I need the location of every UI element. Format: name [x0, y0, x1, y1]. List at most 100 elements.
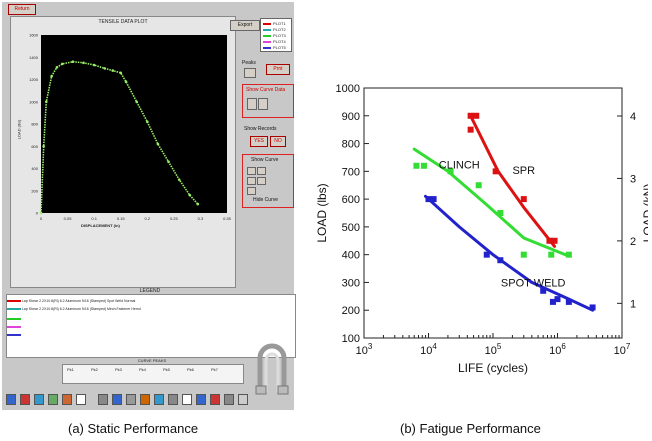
y-tick-label: 1200: [29, 77, 39, 82]
toolbar-icon[interactable]: [34, 394, 44, 405]
y-right-tick-label: 4: [630, 111, 636, 123]
x-tick-label: 0.2: [145, 216, 151, 221]
data-point: [565, 298, 572, 305]
data-point: [546, 237, 553, 244]
show-curve-label: Show Curve: [251, 157, 279, 163]
y-tick-label: 400: [31, 166, 38, 171]
plot-legend-label: PLOT2: [273, 27, 286, 32]
data-point: [467, 126, 474, 133]
show-curve-data-label: Show Curve Data: [246, 87, 286, 93]
toolbar-icon[interactable]: [20, 394, 30, 405]
y-tick-label: 1000: [336, 83, 360, 95]
y-tick-label: 200: [31, 188, 38, 193]
data-point: [413, 162, 420, 169]
toolbar-icon[interactable]: [126, 394, 136, 405]
peak-column-header: Pk4: [139, 367, 146, 372]
toolbar-icon[interactable]: [182, 394, 192, 405]
y-tick-label: 400: [342, 250, 360, 262]
peaks-toggle[interactable]: [244, 68, 256, 78]
toolbar-icon[interactable]: [196, 394, 206, 405]
legend-heading: LEGEND: [139, 288, 161, 294]
show-curve-box: Show Curve Hide Curve: [242, 154, 294, 208]
y-right-axis-label: LOAD (kN): [641, 184, 648, 243]
toolbar-icon[interactable]: [112, 394, 122, 405]
x-tick-label: 0.35: [223, 216, 232, 221]
toolbar-icon[interactable]: [210, 394, 220, 405]
curve-toggle-1[interactable]: [247, 167, 256, 175]
peaks-print-button[interactable]: Prnt: [266, 64, 290, 75]
toolbar-icon[interactable]: [6, 394, 16, 405]
tensile-plot-frame: TENSILE DATA PLOT 0 200 400 600 800 1000 1200 1…: [10, 16, 236, 288]
peak-column-header: Pk6: [187, 367, 194, 372]
data-point: [551, 237, 558, 244]
curve-data-prev-button[interactable]: [247, 98, 257, 110]
plot-legend-label: PLOT3: [273, 33, 286, 38]
data-point: [520, 251, 527, 258]
curve-toggle-5[interactable]: [247, 187, 256, 195]
toolbar-icon[interactable]: [224, 394, 234, 405]
toolbar-icon[interactable]: [62, 394, 72, 405]
legend-row-text: Lap Shear 2.2X10.8(Rl) 6.2 Aluminum 5/16…: [21, 307, 141, 311]
show-records-label: Show Records: [244, 126, 277, 132]
fit-curve-clinch: [412, 147, 571, 258]
y-right-tick-label: 1: [630, 298, 636, 310]
plot-legend-label: PLOT4: [273, 39, 286, 44]
toolbar-icon[interactable]: [140, 394, 150, 405]
x-tick-label: 0.1: [91, 216, 97, 221]
legend-swatch: [7, 308, 21, 311]
y-axis-label: LOAD (lbs): [315, 183, 329, 242]
data-point: [497, 257, 504, 264]
plot-frame: [363, 87, 623, 339]
x-axis-label: LIFE (cycles): [458, 361, 528, 375]
x-tick-label: 0.15: [117, 216, 126, 221]
legend-row[interactable]: Lap Shear 2.2X10.8(Rl) 6.2 Aluminum 5/16…: [7, 299, 295, 305]
magnet-icon: [255, 343, 289, 395]
plot-legend-entry: PLOT4: [263, 39, 286, 44]
legend-table: Lap Shear 2.2X10.8(Rl) 6.2 Aluminum 5/16…: [6, 294, 296, 358]
plot-legend-box: PLOT1 PLOT2 PLOT3 PLOT4 PLOT5: [260, 18, 292, 52]
curve-peaks-table: Pk1 Pk2 Pk3 Pk4 Pk5 Pk6 Pk7: [62, 364, 244, 384]
curve-toggle-4[interactable]: [257, 177, 266, 185]
plot-legend-label: PLOT1: [273, 21, 286, 26]
data-point: [520, 196, 527, 203]
y-tick-label: 900: [342, 111, 360, 123]
data-point: [447, 168, 454, 175]
data-point: [467, 112, 474, 119]
x-tick-label: 0: [40, 216, 43, 221]
x-tick-label: 104: [420, 342, 437, 357]
y-tick-label: 500: [342, 222, 360, 234]
curve-toggle-2[interactable]: [257, 167, 266, 175]
yes-button[interactable]: YES: [250, 136, 268, 147]
x-tick-label: 103: [356, 342, 373, 357]
toolbar-icon[interactable]: [48, 394, 58, 405]
x-tick-label: 0.05: [64, 216, 73, 221]
peak-column-header: Pk3: [115, 367, 122, 372]
plot-legend-entry: PLOT5: [263, 45, 286, 50]
plot-legend-entry: PLOT1: [263, 21, 286, 26]
no-button[interactable]: NO: [270, 136, 286, 147]
tensile-chart: 0 200 400 600 800 1000 1200 1400 1600 0 0.05 0.1 0.1…: [29, 33, 232, 222]
legend-row[interactable]: Lap Shear 2.2X10.8(Rl) 6.2 Aluminum 5/16…: [7, 307, 295, 313]
data-point: [565, 251, 572, 258]
peak-column-header: Pk7: [211, 367, 218, 372]
data-point: [589, 304, 596, 311]
toolbar-icon[interactable]: [154, 394, 164, 405]
toolbar-icon[interactable]: [98, 394, 108, 405]
plot-title: TENSILE DATA PLOT: [98, 19, 148, 25]
taskbar: [6, 394, 256, 406]
peak-column-header: Pk5: [163, 367, 170, 372]
curve-data-next-button[interactable]: [258, 98, 268, 110]
toolbar-icon[interactable]: [168, 394, 178, 405]
legend-row-empty: [7, 333, 295, 339]
x-tick-label: 105: [485, 342, 502, 357]
data-point: [475, 182, 482, 189]
y-tick-label: 100: [342, 333, 360, 345]
export-button[interactable]: Export: [230, 20, 260, 31]
toolbar-icon[interactable]: [238, 394, 248, 405]
y-tick-label: 800: [342, 139, 360, 151]
curve-toggle-3[interactable]: [247, 177, 256, 185]
plot-area: [41, 35, 227, 213]
peak-column-header: Pk2: [91, 367, 98, 372]
return-button[interactable]: Return: [8, 4, 36, 15]
toolbar-icon[interactable]: [76, 394, 86, 405]
